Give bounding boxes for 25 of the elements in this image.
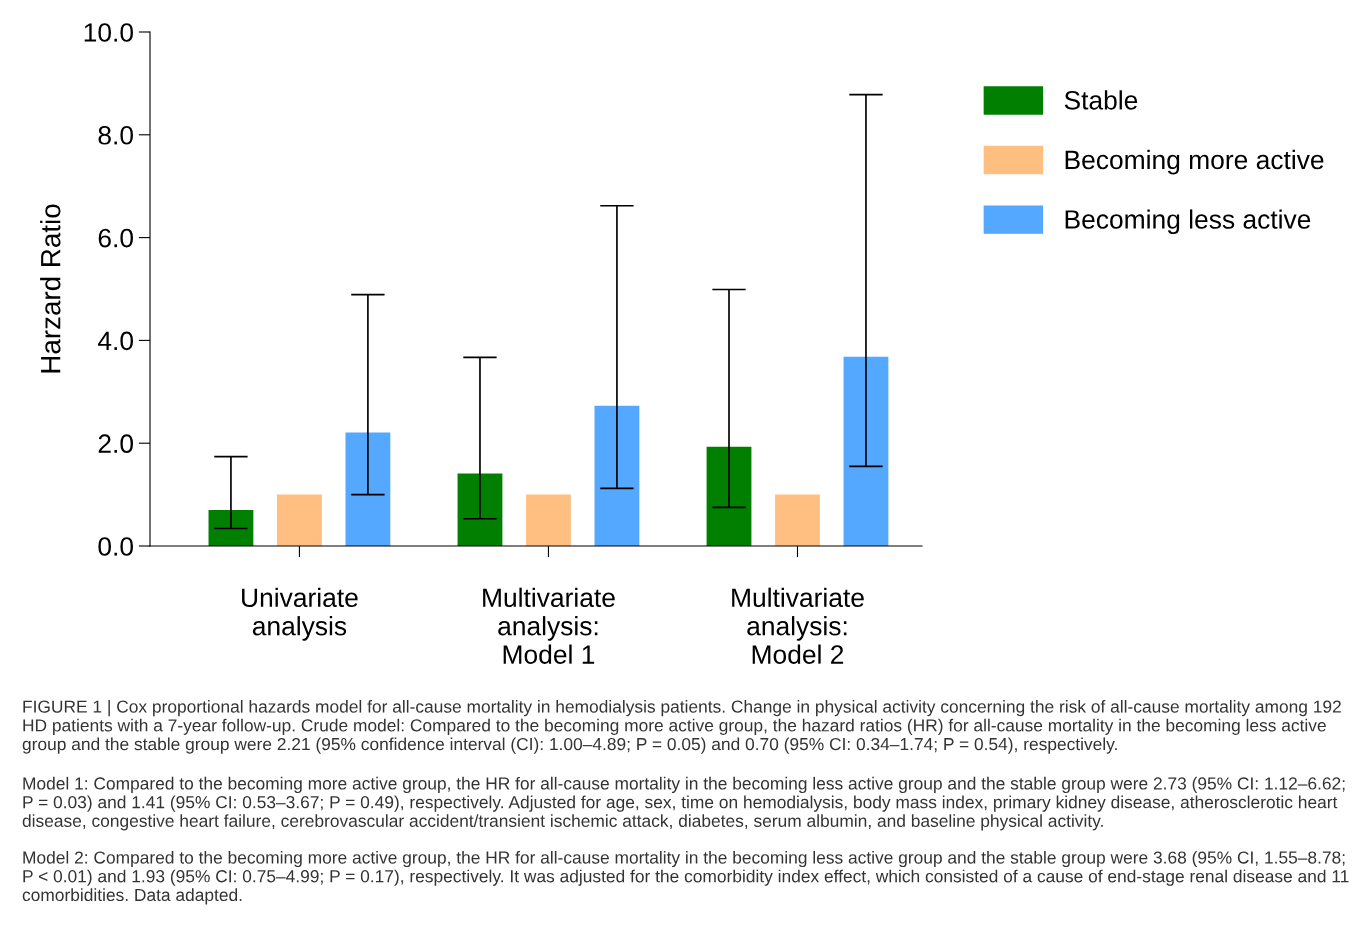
bar <box>706 446 752 546</box>
bar <box>208 510 254 546</box>
bar <box>277 494 322 546</box>
y-axis-title: Harzard Ratio <box>40 204 61 373</box>
x-tick-label: Multivariate analysis: Model 1 <box>483 587 615 664</box>
bar <box>457 473 503 546</box>
y-tick-label: 4.0 <box>97 331 133 351</box>
text: Model 1: Compared to the becoming more active group, the HR for all-cause mortality in the becoming less active group and the stable group were 2.73 (95% CI: 1.12–6.62; P = 0.03) and 1.41 (95% CI: 0.53–3.67; P = 0.49), respectively. Adjusted for age, sex, time on hemodialysis, body mass index, primary kidney disease, atherosclerotic heart disease, congestive heart failure, cerebrovascular accident/transient ischemic attack, diabetes, serum albumin, and baseline physical activity. <box>22 776 1345 831</box>
caption: FIGURE 1 | Cox proportional hazards model for all-cause mortality in hemodialysis patients. Change in physical activity concerning the risk of all-cause mortality among 192 HD patients with a 7-year follow-up. Crude model: Compared to the becoming more active group, the hazard ratios (HR) for all-cause mortality in the becoming less active group and the stable group were 2.21 (95% confidence interval (CI): 1.00–4.89; P = 0.05) and 0.70 (95% CI: 0.34–1.74; P = 0.54), respectively. <box>22 700 1341 754</box>
y-tick-label: 0.0 <box>98 537 133 556</box>
y-tick-label: 6.0 <box>98 228 133 248</box>
x-tick-label: Univariate analysis <box>242 587 358 641</box>
bar <box>594 405 640 546</box>
bar <box>843 356 889 546</box>
y-tick-label: 10.0 <box>84 23 133 42</box>
y-tick-label: 2.0 <box>98 434 133 454</box>
bar <box>526 494 571 546</box>
y-tick-label: 8.0 <box>98 125 133 145</box>
legend-label: Becoming less active <box>1065 209 1311 235</box>
legend-label: Becoming more active <box>1065 149 1324 175</box>
bar <box>775 494 820 546</box>
legend-label: Stable <box>1064 90 1138 110</box>
text: Model 2: Compared to the becoming more active group, the HR for all-cause mortality in the becoming less active group and the stable group were 3.68 (95% CI, 1.55–8.78; P < 0.01) and 1.93 (95% CI: 0.75–4.99; P = 0.17), respectively. It was adjusted for the comorbidity index effect, which consisted of a cause of end-stage renal disease and 11 comorbidities. Data adapted. <box>22 850 1349 905</box>
bar <box>345 432 391 546</box>
x-tick-label: Multivariate analysis: Model 2 <box>732 587 864 664</box>
